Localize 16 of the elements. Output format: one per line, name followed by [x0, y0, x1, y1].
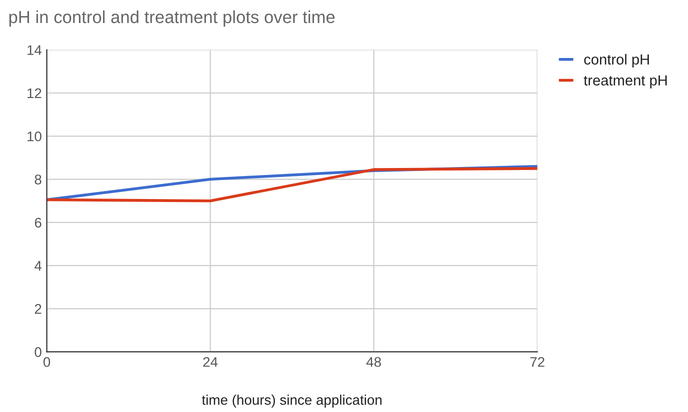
y-tick-label: 4 [34, 261, 42, 271]
y-tick-label: 8 [34, 174, 42, 184]
y-tick-label: 14 [28, 45, 42, 55]
y-tick-label: 0 [34, 347, 42, 358]
chart-title: pH in control and treatment plots over time [9, 10, 335, 27]
x-tick-label: 0 [43, 357, 50, 367]
x-axis-title: time (hours) since application [202, 394, 382, 408]
x-tick-label: 72 [530, 357, 544, 367]
y-tick-label: 2 [34, 304, 42, 314]
x-tick-label: 24 [203, 357, 218, 367]
y-tick-label: 12 [28, 88, 42, 98]
legend-label: treatment pH [584, 75, 667, 88]
legend-label: control pH [584, 54, 649, 68]
y-tick-label: 10 [28, 131, 42, 142]
y-tick-label: 6 [34, 218, 42, 228]
x-tick-label: 48 [366, 357, 381, 367]
